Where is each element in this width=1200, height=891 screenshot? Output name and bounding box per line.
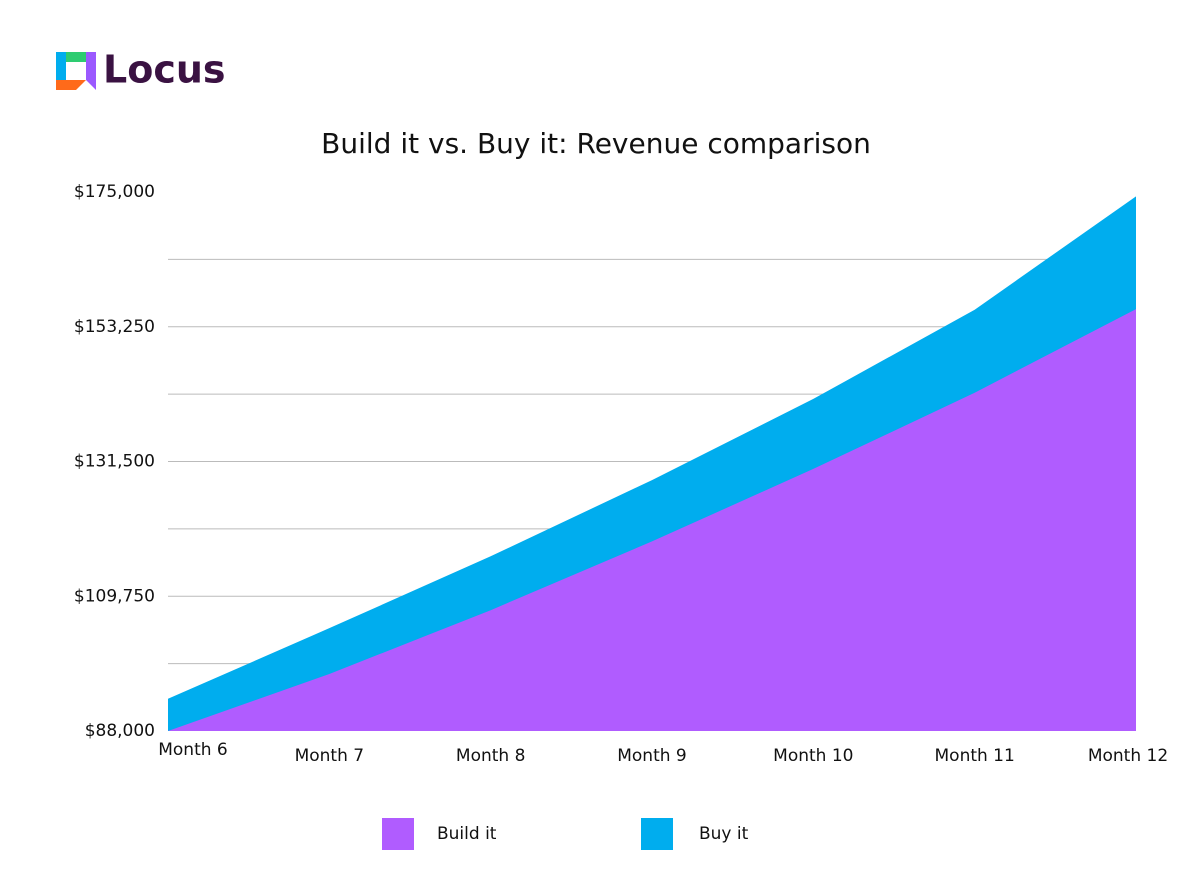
x-tick-label: Month 11	[935, 746, 1015, 766]
legend-label: Buy it	[699, 824, 749, 844]
x-tick-label: Month 9	[617, 746, 687, 766]
y-tick-label: $88,000	[85, 721, 155, 741]
legend-swatch	[641, 818, 673, 850]
x-tick-label: Month 6	[158, 740, 228, 760]
y-tick-label: $109,750	[74, 586, 155, 606]
x-tick-label: Month 8	[456, 746, 526, 766]
legend-label: Build it	[437, 824, 497, 844]
logo-text: Locus	[103, 48, 226, 92]
x-tick-label: Month 7	[295, 746, 365, 766]
x-tick-label: Month 12	[1088, 746, 1168, 766]
chart-title: Build it vs. Buy it: Revenue comparison	[321, 127, 871, 160]
y-tick-label: $153,250	[74, 317, 155, 337]
legend-swatch	[382, 818, 414, 850]
logo-icon	[56, 52, 96, 90]
y-tick-label: $175,000	[74, 182, 155, 202]
x-tick-label: Month 10	[773, 746, 853, 766]
area	[168, 309, 1136, 731]
y-tick-label: $131,500	[74, 452, 155, 472]
